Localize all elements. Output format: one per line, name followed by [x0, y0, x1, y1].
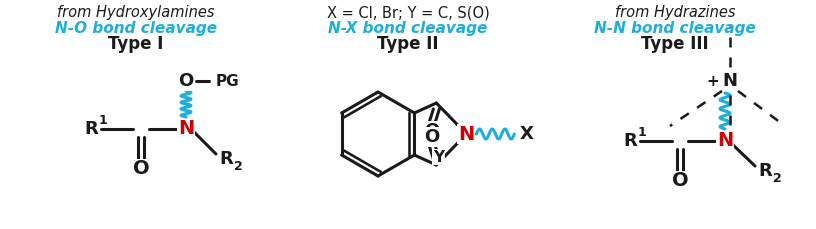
Text: Type II: Type II: [377, 35, 439, 53]
Text: O: O: [424, 122, 439, 140]
Text: Type I: Type I: [109, 35, 164, 53]
Text: +: +: [707, 74, 720, 88]
Text: R: R: [623, 132, 636, 150]
Text: N: N: [178, 120, 194, 139]
Text: from Hydroxylamines: from Hydroxylamines: [57, 5, 215, 21]
Text: R: R: [220, 150, 233, 168]
Text: X = Cl, Br; Y = C, S(O): X = Cl, Br; Y = C, S(O): [326, 5, 490, 21]
Text: N: N: [459, 125, 474, 144]
Text: N-N bond cleavage: N-N bond cleavage: [594, 22, 756, 36]
Text: R: R: [758, 162, 772, 180]
Text: R: R: [84, 120, 98, 138]
Text: Type III: Type III: [641, 35, 709, 53]
Text: N-X bond cleavage: N-X bond cleavage: [328, 22, 488, 36]
Text: O: O: [424, 128, 439, 146]
Text: from Hydrazines: from Hydrazines: [614, 5, 735, 21]
Text: N: N: [722, 72, 738, 90]
Text: O: O: [672, 172, 689, 191]
Text: N-O bond cleavage: N-O bond cleavage: [55, 22, 217, 36]
Text: 2: 2: [233, 161, 242, 174]
Text: PG: PG: [215, 74, 239, 88]
Text: 1: 1: [637, 126, 646, 139]
Text: 2: 2: [773, 172, 782, 185]
Text: 1: 1: [99, 114, 108, 128]
Text: O: O: [133, 160, 149, 178]
Text: O: O: [179, 72, 193, 90]
Text: X: X: [520, 125, 534, 143]
Text: Y: Y: [432, 150, 444, 164]
Text: N: N: [717, 131, 733, 150]
